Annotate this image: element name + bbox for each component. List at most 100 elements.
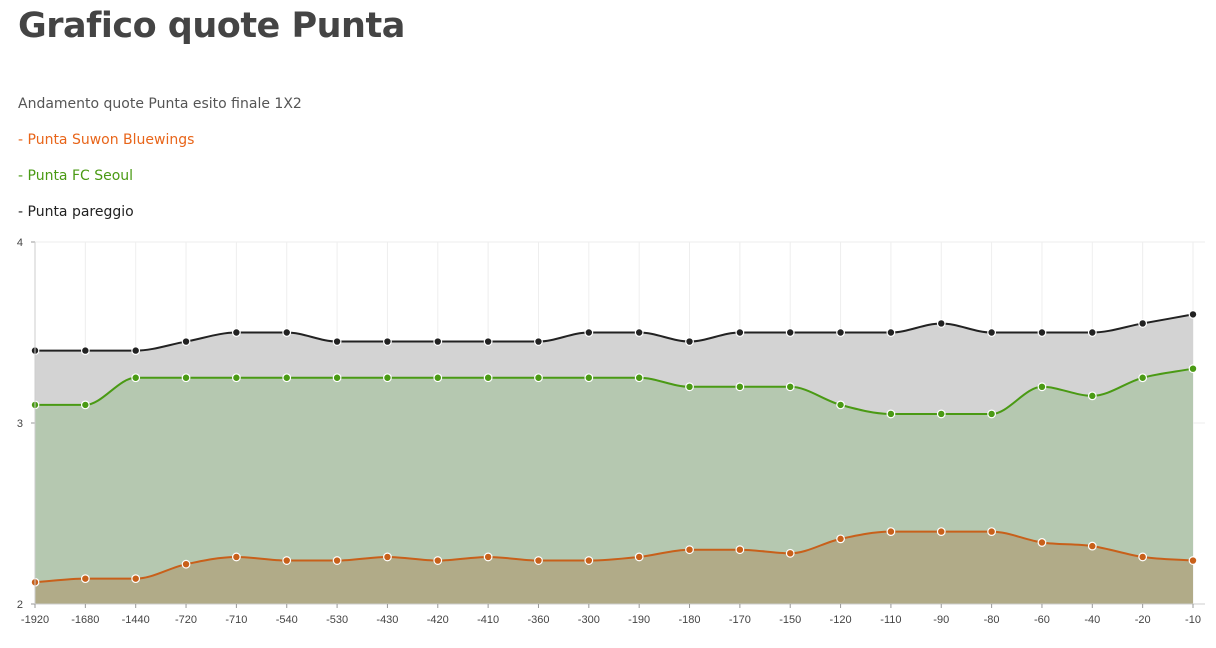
data-point — [1087, 328, 1097, 337]
x-tick-label: -110 — [880, 614, 901, 626]
x-tick-label: -300 — [578, 614, 600, 626]
legend-item-suwon: - Punta Suwon Bluewings — [18, 132, 195, 148]
data-point — [332, 337, 342, 346]
x-tick-label: -1680 — [71, 614, 99, 626]
data-point — [383, 337, 392, 346]
data-point — [231, 328, 241, 337]
y-tick-label: 4 — [17, 237, 23, 249]
data-point — [1138, 319, 1148, 328]
data-point — [936, 527, 946, 537]
data-point — [836, 534, 845, 544]
x-tick-label: -10 — [1185, 614, 1201, 626]
data-point — [332, 373, 342, 383]
x-tick-label: -80 — [984, 614, 1000, 626]
data-point — [685, 382, 694, 392]
data-point — [584, 328, 594, 337]
data-point — [80, 400, 90, 410]
data-point — [1188, 309, 1198, 319]
chart-axes: 2 3 4 -1920 -1680 -1440 -720 -710 -540 -530 -430 -4… — [17, 237, 1205, 626]
data-point — [987, 409, 997, 419]
data-point — [987, 527, 997, 537]
data-point — [131, 346, 141, 355]
data-point — [735, 382, 745, 392]
chart-points — [30, 309, 1198, 587]
data-point — [634, 552, 644, 562]
y-tick-label: 2 — [17, 599, 23, 611]
data-point — [1037, 538, 1047, 547]
data-point — [886, 409, 896, 419]
data-point — [534, 337, 543, 346]
data-point — [131, 574, 141, 584]
data-point — [433, 373, 443, 383]
y-tick-label: 3 — [17, 418, 23, 430]
data-point — [181, 559, 191, 569]
data-point — [433, 556, 443, 565]
data-point — [1138, 552, 1148, 562]
data-point — [735, 328, 745, 337]
x-tick-label: -1920 — [21, 614, 49, 626]
x-tick-label: -120 — [830, 614, 852, 626]
data-point — [1087, 541, 1097, 551]
x-tick-label: -720 — [175, 614, 197, 626]
x-tick-label: -190 — [628, 614, 650, 626]
data-point — [282, 556, 292, 565]
x-tick-label: -540 — [276, 614, 298, 626]
data-point — [231, 552, 241, 562]
x-tick-label: -410 — [477, 614, 499, 626]
data-point — [634, 328, 644, 337]
data-point — [483, 552, 493, 562]
data-point — [131, 373, 141, 383]
data-point — [383, 552, 392, 562]
data-point — [483, 373, 493, 383]
data-point — [987, 328, 997, 337]
data-point — [282, 328, 292, 337]
x-tick-label: -90 — [933, 614, 949, 626]
data-point — [735, 545, 745, 555]
data-point — [534, 556, 543, 565]
data-point — [332, 556, 342, 565]
series-line-1 — [35, 367, 1194, 415]
data-point — [1037, 382, 1047, 392]
page-title: Grafico quote Punta — [18, 6, 405, 46]
data-point — [80, 346, 90, 355]
data-point — [936, 409, 946, 419]
data-point — [685, 337, 694, 346]
data-point — [584, 373, 594, 383]
data-point — [181, 373, 191, 383]
x-tick-label: -420 — [427, 614, 449, 626]
data-point — [1037, 328, 1047, 337]
legend-item-pareggio: - Punta pareggio — [18, 204, 134, 220]
x-tick-label: -430 — [376, 614, 398, 626]
data-point — [836, 328, 845, 337]
data-point — [584, 556, 594, 565]
x-tick-label: -180 — [679, 614, 701, 626]
data-point — [282, 373, 292, 383]
data-point — [383, 373, 392, 383]
x-tick-label: -60 — [1034, 614, 1050, 626]
legend-item-fc-seoul: - Punta FC Seoul — [18, 168, 134, 184]
x-tick-label: -710 — [225, 614, 247, 626]
data-point — [1188, 556, 1198, 565]
data-point — [785, 382, 795, 392]
data-point — [534, 373, 543, 383]
data-point — [685, 545, 694, 555]
data-point — [836, 400, 845, 410]
data-point — [785, 328, 795, 337]
odds-chart: 2 3 4 -1920 -1680 -1440 -720 -710 -540 -530 -430 -4… — [17, 237, 1205, 626]
data-point — [1188, 364, 1198, 374]
data-point — [886, 328, 896, 337]
series-area-2 — [35, 531, 1193, 604]
data-point — [1138, 373, 1148, 383]
x-tick-label: -20 — [1135, 614, 1151, 626]
x-tick-label: -150 — [779, 614, 801, 626]
data-point — [433, 337, 443, 346]
data-point — [785, 548, 795, 558]
data-point — [634, 373, 644, 383]
data-point — [231, 373, 241, 383]
x-tick-label: -40 — [1084, 614, 1100, 626]
x-tick-label: -360 — [527, 614, 549, 626]
data-point — [886, 527, 896, 537]
x-tick-label: -170 — [729, 614, 751, 626]
chart-subtitle: Andamento quote Punta esito finale 1X2 — [18, 96, 302, 112]
data-point — [181, 337, 191, 346]
